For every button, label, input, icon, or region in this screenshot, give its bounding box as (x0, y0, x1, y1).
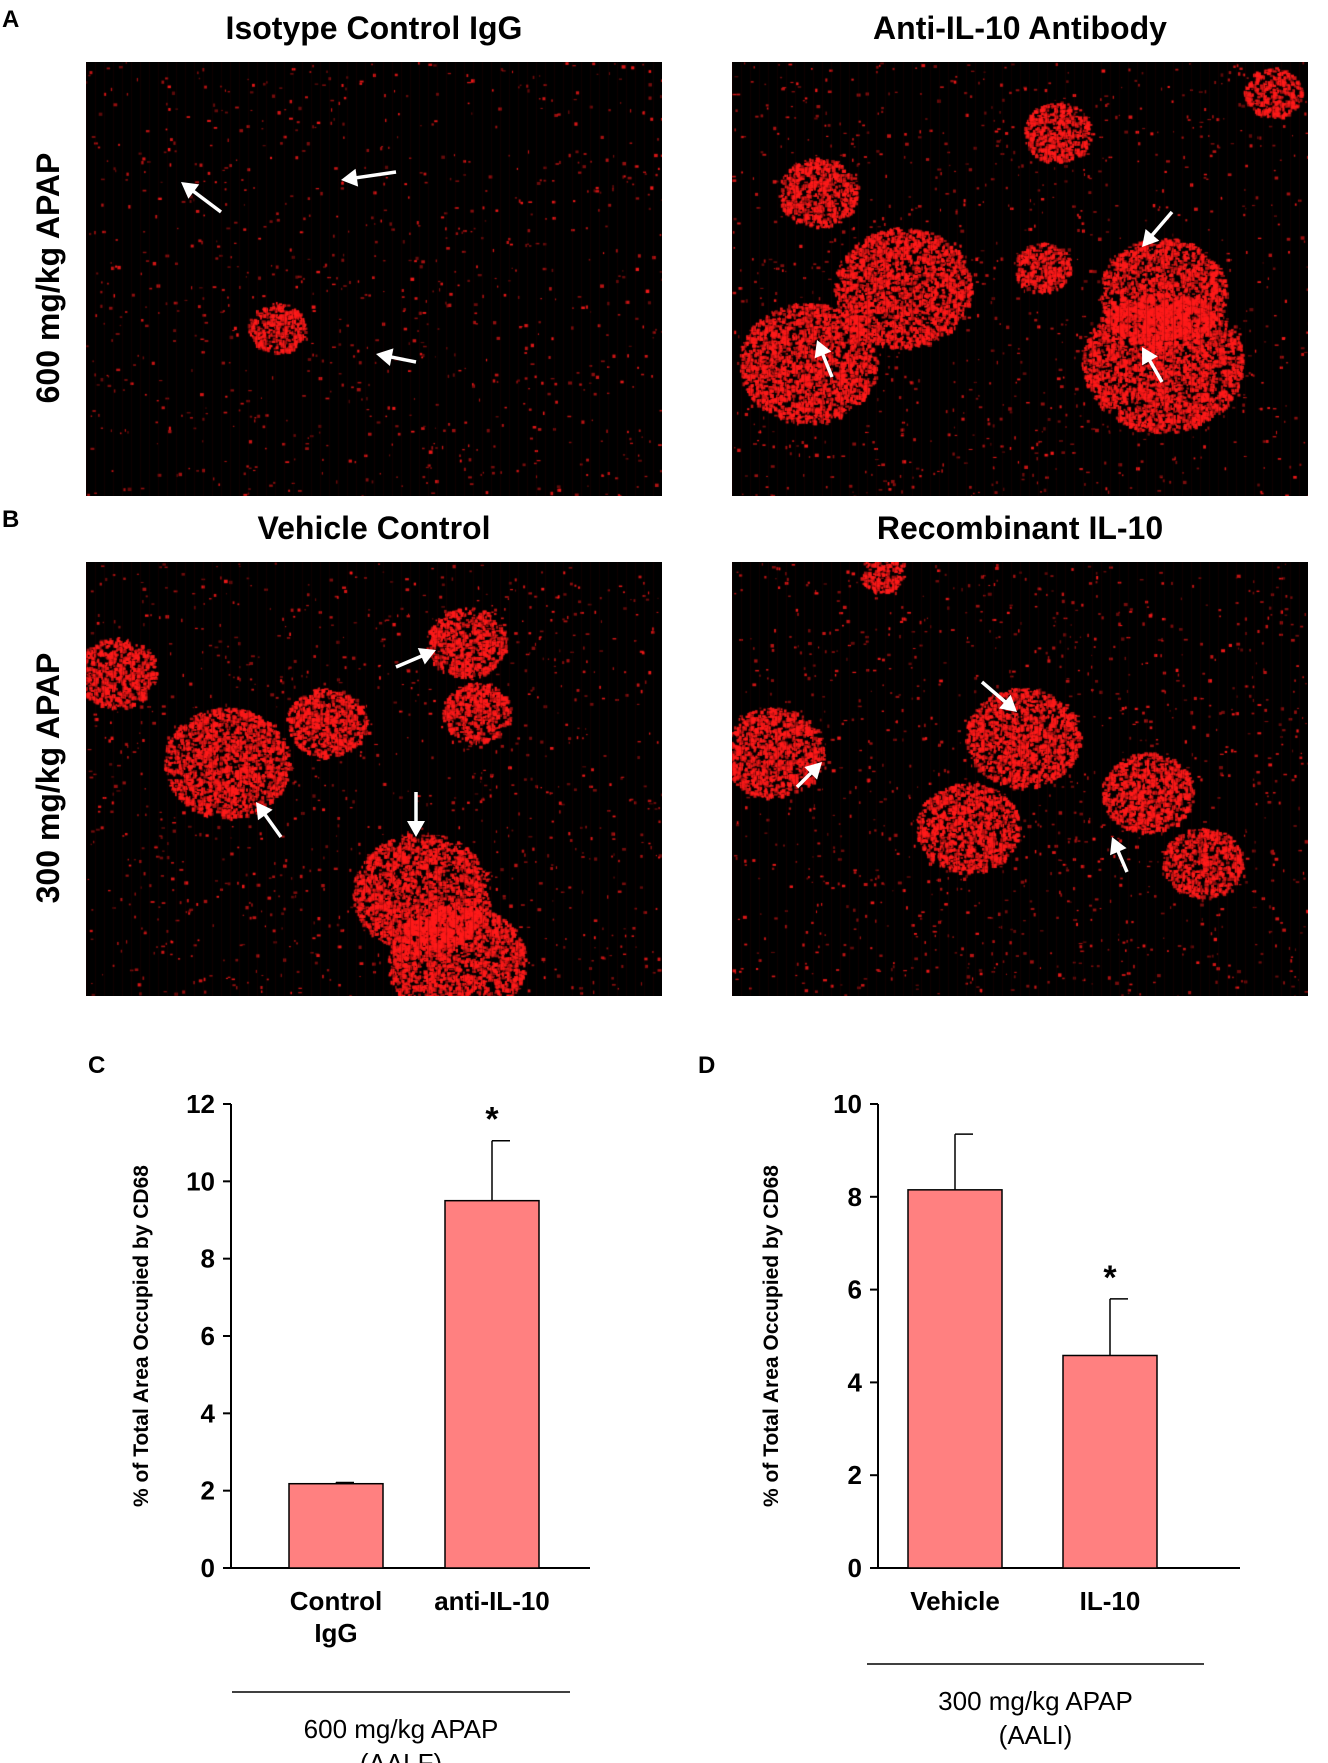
y-tick-label: 2 (201, 1476, 215, 1506)
category-label: anti-IL-10 (434, 1586, 550, 1616)
y-axis-label: % of Total Area Occupied by CD68 (760, 1165, 783, 1507)
arrow-annotation (376, 348, 417, 366)
bar-chart-c: 0 2 4 6 8 10 12 % of Total Area Occupied by CD6… (130, 1089, 590, 1763)
panel-letter-c: C (88, 1052, 106, 1079)
bar-chart-d: 0 2 4 6 8 10 % of Total Area Occupied by CD68 V… (760, 1089, 1240, 1750)
y-tick-label: 6 (848, 1275, 862, 1305)
y-tick-label: 0 (201, 1553, 215, 1583)
group-label: 300 mg/kg APAP (938, 1686, 1133, 1716)
y-tick-label: 4 (848, 1367, 863, 1397)
bar (907, 1189, 1003, 1569)
arrow-annotation (1142, 210, 1174, 247)
category-label: IL-10 (1080, 1586, 1141, 1616)
micrograph-recombinant-il10 (732, 562, 1308, 996)
micrograph-vehicle-control (86, 562, 662, 996)
arrow-annotation (795, 762, 822, 789)
significance-marker: * (1103, 1259, 1117, 1297)
y-axis-label: % of Total Area Occupied by CD68 (130, 1165, 153, 1507)
significance-marker: * (485, 1101, 499, 1139)
y-tick-label: 8 (201, 1244, 215, 1274)
bar (288, 1482, 384, 1569)
arrow-annotation (341, 168, 397, 187)
bar (1062, 1354, 1158, 1569)
group-label: (AALF) (360, 1748, 442, 1763)
bar (444, 1199, 540, 1569)
y-tick-label: 2 (848, 1460, 862, 1490)
row-label-300: 300 mg/kg APAP (30, 652, 66, 904)
image-title-anti-il10: Anti-IL-10 Antibody (873, 10, 1167, 46)
arrow-annotation (1110, 837, 1129, 873)
image-title-vehicle: Vehicle Control (257, 510, 491, 546)
group-label: (AALI) (999, 1720, 1073, 1750)
arrow-annotation (407, 792, 425, 837)
image-title-isotype: Isotype Control IgG (225, 10, 523, 46)
arrow-annotation (814, 340, 834, 378)
arrow-annotation (395, 647, 436, 669)
y-tick-label: 4 (201, 1398, 216, 1428)
panel-letter-d: D (698, 1052, 716, 1079)
y-tick-label: 8 (848, 1182, 862, 1212)
micrograph-anti-il10 (732, 62, 1308, 496)
arrow-annotation (1142, 347, 1164, 383)
y-tick-label: 10 (833, 1089, 862, 1119)
y-tick-label: 10 (186, 1166, 215, 1196)
y-tick-label: 6 (201, 1321, 215, 1351)
image-title-recombinant: Recombinant IL-10 (876, 510, 1164, 546)
panel-letter-b: B (2, 506, 20, 533)
arrow-annotation (181, 182, 223, 214)
group-label: 600 mg/kg APAP (304, 1714, 499, 1744)
panel-letter-a: A (2, 6, 20, 33)
micrograph-isotype-control (86, 62, 662, 496)
arrow-annotation (256, 802, 283, 839)
y-tick-label: 12 (186, 1089, 215, 1119)
y-tick-label: 0 (848, 1553, 862, 1583)
row-label-600: 600 mg/kg APAP (30, 152, 66, 404)
category-label: Control (290, 1586, 382, 1616)
category-label: Vehicle (910, 1586, 1000, 1616)
arrow-annotation (980, 680, 1017, 712)
category-label: IgG (314, 1618, 357, 1648)
